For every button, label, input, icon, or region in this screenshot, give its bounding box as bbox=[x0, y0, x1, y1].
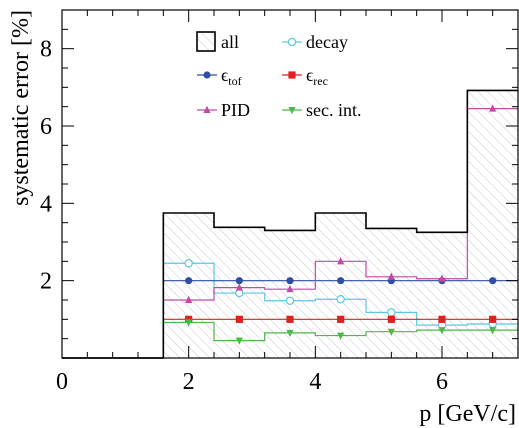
data-point-decay bbox=[387, 308, 396, 317]
series-line-all bbox=[62, 89, 518, 359]
data-point-eps_rec bbox=[438, 315, 446, 323]
legend-label-eps_rec: ϵrec bbox=[306, 65, 328, 88]
data-point-eps_rec bbox=[286, 315, 294, 323]
data-point-eps_tof bbox=[235, 277, 243, 285]
data-point-secint bbox=[235, 337, 243, 345]
legend-marker-decay bbox=[287, 37, 297, 47]
data-point-eps_rec bbox=[235, 315, 243, 323]
data-point-pid bbox=[286, 284, 294, 293]
legend-entry-pid: PID bbox=[197, 100, 250, 120]
legend-marker-eps_rec bbox=[288, 71, 296, 79]
x-tick-label: 0 bbox=[56, 369, 68, 395]
legend-label-decay: decay bbox=[306, 32, 348, 52]
data-point-secint bbox=[185, 319, 193, 327]
x-tick-label: 4 bbox=[309, 369, 321, 395]
legend-entry-eps_tof: ϵtof bbox=[197, 65, 242, 88]
data-point-secint bbox=[387, 328, 395, 336]
data-point-pid bbox=[387, 272, 395, 280]
y-tick-label: 8 bbox=[40, 37, 52, 63]
x-axis-label: p [GeV/c] bbox=[419, 401, 516, 427]
data-point-eps_tof bbox=[286, 277, 294, 285]
series-secint bbox=[62, 319, 518, 359]
data-point-pid bbox=[337, 257, 345, 265]
data-point-pid bbox=[489, 104, 497, 112]
data-point-decay bbox=[336, 295, 345, 304]
legend-label-pid: PID bbox=[221, 100, 250, 120]
data-point-secint bbox=[489, 327, 497, 335]
legend-entry-secint: sec. int. bbox=[282, 100, 362, 120]
data-point-eps_rec bbox=[387, 315, 395, 323]
y-tick-label: 6 bbox=[40, 114, 52, 140]
data-point-eps_tof bbox=[185, 277, 193, 285]
legend-subscript-eps_rec: rec bbox=[313, 74, 328, 88]
x-tick-label: 2 bbox=[183, 369, 195, 395]
data-point-decay bbox=[184, 259, 193, 268]
legend-marker-eps_tof bbox=[203, 71, 211, 79]
y-tick-label: 4 bbox=[40, 191, 52, 217]
legend-marker-pid bbox=[203, 105, 211, 113]
data-point-decay bbox=[285, 296, 295, 305]
axes: 0 2 4 6 2 4 6 8 p [GeV/c] systematic error [%] bbox=[8, 9, 519, 427]
x-tick-label: 6 bbox=[436, 369, 448, 395]
data-point-pid bbox=[185, 295, 193, 303]
data-point-eps_tof bbox=[337, 277, 345, 285]
legend-entry-all: all bbox=[196, 31, 239, 52]
legend-entry-eps_rec: ϵrec bbox=[282, 65, 328, 88]
series-line-secint bbox=[62, 321, 518, 359]
legend-marker-secint bbox=[288, 107, 296, 115]
data-point-pid bbox=[235, 283, 243, 291]
data-point-eps_rec bbox=[337, 315, 345, 323]
legend-subscript-eps_tof: tof bbox=[228, 74, 241, 88]
series-pid bbox=[62, 104, 518, 359]
legend: all decay ϵtof ϵrec PID sec. int. bbox=[196, 31, 362, 120]
legend-label-secint: sec. int. bbox=[306, 100, 362, 120]
legend-label-all: all bbox=[221, 32, 239, 52]
legend-swatch-all bbox=[196, 31, 216, 52]
data-point-eps_tof bbox=[489, 277, 497, 285]
y-axis-label: systematic error [%] bbox=[8, 10, 34, 206]
legend-entry-decay: decay bbox=[282, 32, 348, 52]
data-point-secint bbox=[286, 329, 294, 338]
plot-area bbox=[62, 89, 518, 359]
series-all-fill bbox=[62, 90, 518, 358]
y-tick-label: 2 bbox=[40, 269, 52, 295]
series-decay bbox=[62, 259, 518, 359]
data-point-pid bbox=[438, 274, 446, 282]
legend-label-eps_tof: ϵtof bbox=[221, 65, 242, 88]
data-point-eps_rec bbox=[185, 315, 193, 323]
data-point-eps_rec bbox=[489, 315, 497, 323]
data-point-secint bbox=[438, 327, 446, 335]
data-point-secint bbox=[337, 332, 345, 340]
